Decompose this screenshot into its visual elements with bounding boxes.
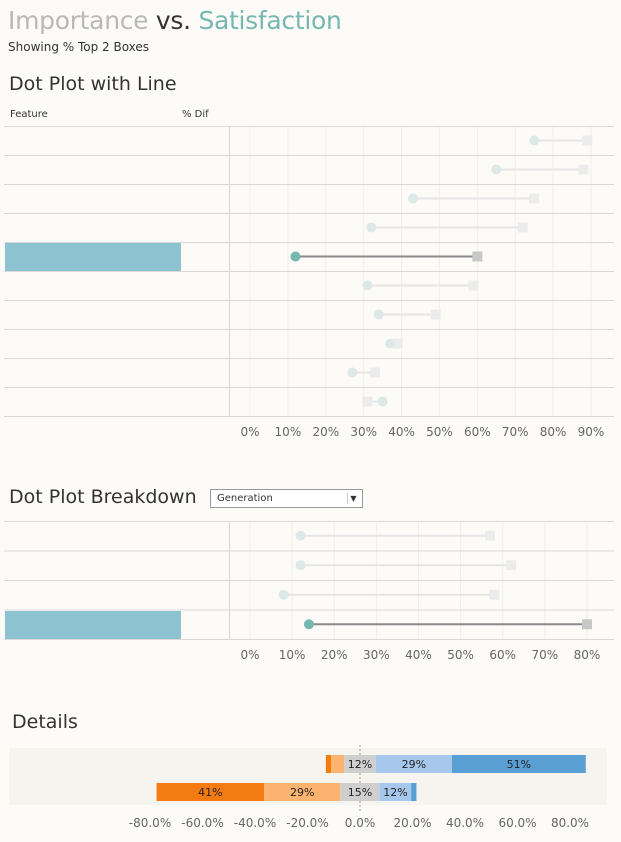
importance-marker <box>529 193 540 204</box>
x-tick-label: 50% <box>447 648 474 662</box>
satisfaction-marker <box>347 367 358 378</box>
satisfaction-marker <box>290 251 301 262</box>
x-tick-label: 80% <box>540 425 567 439</box>
section-title-details: Details <box>12 711 78 733</box>
satisfaction-marker <box>529 135 540 146</box>
importance-marker <box>517 222 528 233</box>
x-tick-label: 70% <box>502 425 529 439</box>
satisfaction-marker <box>373 309 384 320</box>
stacked-bar-segment <box>451 755 586 773</box>
x-tick-label: 70% <box>532 648 559 662</box>
x-tick-label: 30% <box>363 648 390 662</box>
x-tick-label: 40% <box>405 648 432 662</box>
importance-marker <box>472 251 483 262</box>
x-tick-label: -20.0% <box>286 816 328 830</box>
stacked-bar-segment <box>331 755 345 773</box>
stacked-bar-segment <box>411 783 417 801</box>
stacked-bar-segment <box>379 783 412 801</box>
breakdown-dropdown[interactable]: Generation ▼ <box>210 489 363 508</box>
x-tick-label: 40% <box>388 425 415 439</box>
x-tick-label: 50% <box>426 425 453 439</box>
segment-label: 12% <box>383 786 407 799</box>
dropdown-value: Generation <box>217 493 273 504</box>
satisfaction-marker <box>491 164 502 175</box>
x-tick-label: 20% <box>312 425 339 439</box>
segment-label: 51% <box>507 758 531 771</box>
importance-marker <box>370 367 381 378</box>
importance-marker <box>468 280 479 291</box>
x-tick-label: -80.0% <box>129 816 171 830</box>
x-tick-label: 60.0% <box>498 816 536 830</box>
x-tick-label: 20.0% <box>393 816 431 830</box>
importance-marker <box>430 309 441 320</box>
importance-marker <box>392 338 403 349</box>
stacked-bar-segment <box>340 783 380 801</box>
stacked-bar-segment <box>375 755 452 773</box>
chevron-down-icon[interactable]: ▼ <box>347 493 359 504</box>
title-vs: vs. <box>148 6 199 35</box>
x-tick-label: -60.0% <box>181 816 223 830</box>
importance-marker <box>582 619 592 630</box>
column-header-diff: % Dif <box>182 109 209 120</box>
segment-label: 41% <box>198 786 222 799</box>
segment-label: 15% <box>348 786 372 799</box>
row-highlight <box>5 243 181 271</box>
section-title-dot-plot: Dot Plot with Line <box>9 73 177 95</box>
satisfaction-marker <box>362 280 373 291</box>
stacked-bar-segment <box>156 783 265 801</box>
title-importance: Importance <box>8 6 149 35</box>
x-tick-label: 10% <box>279 648 306 662</box>
x-tick-label: 0% <box>240 425 259 439</box>
segment-label: 29% <box>290 786 314 799</box>
satisfaction-marker <box>366 222 377 233</box>
satisfaction-marker <box>385 338 396 349</box>
x-tick-label: 90% <box>578 425 605 439</box>
segment-label: 12% <box>348 758 372 771</box>
stacked-bar-segment <box>264 783 341 801</box>
satisfaction-marker <box>278 589 289 600</box>
x-tick-label: 30% <box>350 425 377 439</box>
satisfaction-marker <box>407 193 418 204</box>
x-tick-label: 10% <box>275 425 302 439</box>
satisfaction-marker <box>295 530 306 541</box>
satisfaction-marker <box>295 560 306 571</box>
dashboard-title: Importance vs. Satisfaction <box>8 6 342 35</box>
x-tick-label: 0.0% <box>345 816 376 830</box>
satisfaction-marker <box>303 619 314 630</box>
importance-marker <box>582 135 593 146</box>
column-header-feature: Feature <box>10 109 48 120</box>
title-satisfaction: Satisfaction <box>198 6 342 35</box>
importance-marker <box>578 164 589 175</box>
x-tick-label: 80.0% <box>551 816 589 830</box>
stacked-bar-segment <box>325 755 332 773</box>
importance-marker <box>362 396 373 407</box>
x-tick-label: 20% <box>321 648 348 662</box>
x-tick-label: 60% <box>464 425 491 439</box>
row-highlight <box>5 610 181 639</box>
x-tick-label: -40.0% <box>234 816 276 830</box>
x-tick-label: 0% <box>240 648 259 662</box>
importance-marker <box>485 530 496 541</box>
dashboard-subtitle: Showing % Top 2 Boxes <box>8 40 150 54</box>
importance-marker <box>489 589 500 600</box>
x-tick-label: 80% <box>574 648 601 662</box>
satisfaction-marker <box>377 396 388 407</box>
section-title-breakdown: Dot Plot Breakdown <box>9 486 197 508</box>
x-tick-label: 60% <box>489 648 516 662</box>
x-tick-label: 40.0% <box>446 816 484 830</box>
segment-label: 29% <box>402 758 426 771</box>
importance-marker <box>506 560 517 571</box>
stacked-bar-segment <box>344 755 376 773</box>
